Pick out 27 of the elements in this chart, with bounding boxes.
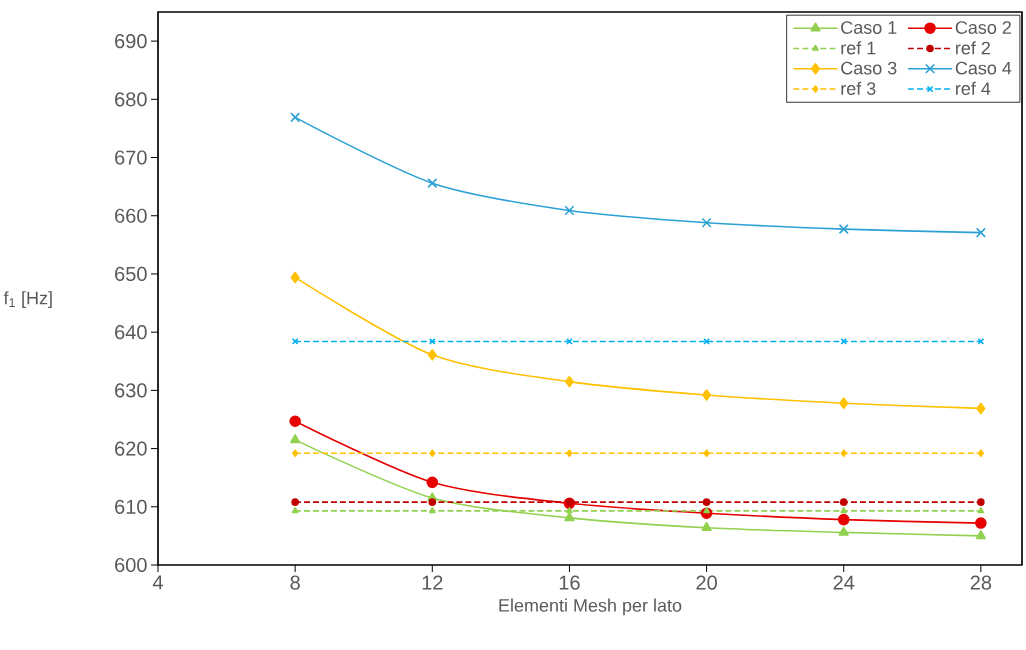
- x-tick-label: 8: [290, 575, 300, 590]
- x-tick-label: 4: [152, 575, 163, 590]
- x-tick-label: 24: [833, 575, 855, 590]
- y-tick-label: 610: [115, 499, 147, 514]
- y-tick-label: 600: [115, 557, 147, 573]
- y-tick-label: 660: [115, 208, 147, 223]
- legend-label: ref 1: [841, 41, 876, 55]
- legend-label: ref 3: [841, 81, 876, 95]
- legend-label: ref 4: [956, 81, 991, 95]
- y-tick-label: 640: [115, 325, 147, 340]
- x-axis-title: Elementi Mesh per lato: [499, 598, 682, 616]
- x-tick-label: 20: [696, 575, 717, 590]
- x-tick-label: 12: [422, 575, 443, 590]
- legend-label: ref 2: [956, 41, 990, 55]
- legend-label: Caso 2: [955, 21, 1011, 34]
- y-tick-label: 680: [115, 92, 147, 107]
- x-tick-label: 28: [970, 575, 992, 590]
- y-tick-label: 650: [115, 266, 147, 282]
- x-tick-label: 16: [559, 575, 580, 590]
- y-tick-label: 630: [115, 383, 147, 398]
- y-axis-title: f$_{1}$ [Hz]: [3, 291, 52, 308]
- y-tick-label: 690: [115, 34, 147, 49]
- legend-label: Caso 4: [955, 61, 1012, 75]
- legend-label: Caso 3: [841, 61, 897, 75]
- legend-label: Caso 1: [841, 21, 897, 34]
- y-tick-label: 620: [115, 441, 147, 456]
- y-tick-label: 670: [115, 150, 147, 165]
